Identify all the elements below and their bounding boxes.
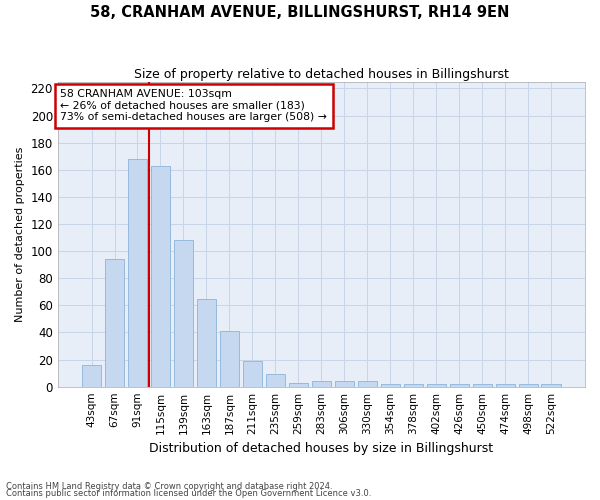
Text: Contains public sector information licensed under the Open Government Licence v3: Contains public sector information licen… (6, 489, 371, 498)
Text: 58 CRANHAM AVENUE: 103sqm
← 26% of detached houses are smaller (183)
73% of semi: 58 CRANHAM AVENUE: 103sqm ← 26% of detac… (61, 90, 328, 122)
Bar (380, 384, 400, 386)
Bar (197, 298, 216, 386)
Bar (518, 384, 538, 386)
Bar (358, 382, 377, 386)
Bar (220, 331, 239, 386)
Bar (289, 382, 308, 386)
Bar (449, 384, 469, 386)
Bar (473, 384, 492, 386)
Bar (266, 374, 285, 386)
Bar (82, 365, 101, 386)
Bar (105, 260, 124, 386)
Y-axis label: Number of detached properties: Number of detached properties (15, 146, 25, 322)
Bar (311, 382, 331, 386)
Bar (335, 382, 354, 386)
Bar (151, 166, 170, 386)
Text: Contains HM Land Registry data © Crown copyright and database right 2024.: Contains HM Land Registry data © Crown c… (6, 482, 332, 491)
Title: Size of property relative to detached houses in Billingshurst: Size of property relative to detached ho… (134, 68, 509, 80)
Bar (404, 384, 423, 386)
Bar (128, 159, 147, 386)
Bar (427, 384, 446, 386)
Bar (242, 361, 262, 386)
Text: 58, CRANHAM AVENUE, BILLINGSHURST, RH14 9EN: 58, CRANHAM AVENUE, BILLINGSHURST, RH14 … (91, 5, 509, 20)
Bar (541, 384, 561, 386)
Bar (174, 240, 193, 386)
Bar (496, 384, 515, 386)
X-axis label: Distribution of detached houses by size in Billingshurst: Distribution of detached houses by size … (149, 442, 493, 455)
